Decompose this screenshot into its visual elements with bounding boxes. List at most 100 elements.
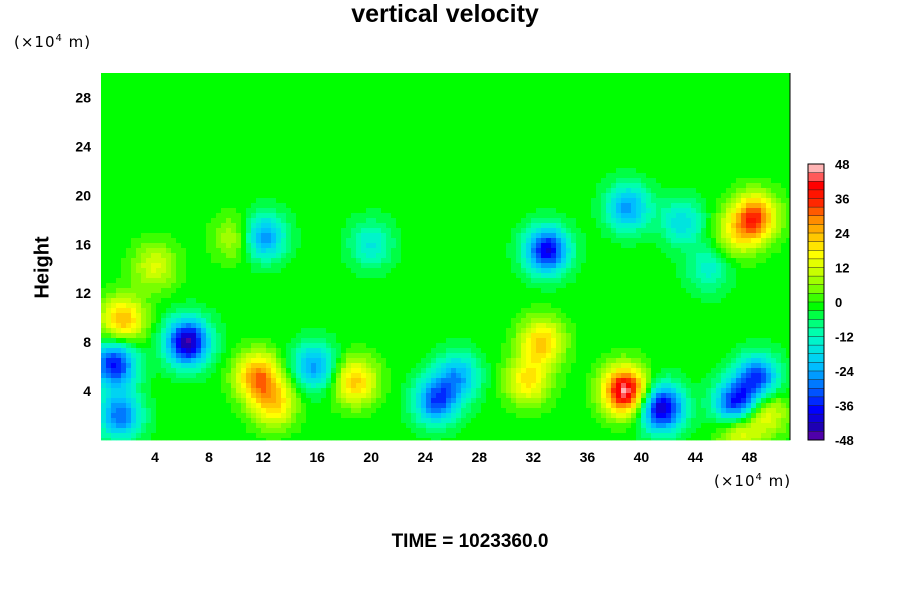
heatmap-cell	[111, 178, 117, 184]
heatmap-cell	[171, 128, 177, 134]
heatmap-cell	[721, 218, 727, 224]
heatmap-cell	[606, 238, 612, 244]
heatmap-cell	[281, 178, 287, 184]
heatmap-cell	[786, 78, 791, 84]
heatmap-cell	[546, 88, 552, 94]
heatmap-cell	[456, 228, 462, 234]
heatmap-cell	[491, 223, 497, 229]
heatmap-cell	[616, 73, 622, 79]
heatmap-cell	[476, 103, 482, 109]
heatmap-cell	[266, 123, 272, 129]
heatmap-cell	[206, 138, 212, 144]
heatmap-cell	[521, 153, 527, 159]
heatmap-cell	[371, 118, 377, 124]
heatmap-cell	[676, 228, 682, 234]
x-unit-label: (×104 m)	[714, 472, 792, 490]
heatmap-cell	[711, 213, 717, 219]
heatmap-cell	[476, 158, 482, 164]
heatmap-cell	[646, 188, 652, 194]
heatmap-cell	[226, 88, 232, 94]
heatmap-cell	[701, 103, 707, 109]
heatmap-cell	[256, 108, 262, 114]
heatmap-cell	[491, 118, 497, 124]
heatmap-cell	[186, 78, 192, 84]
heatmap-cell	[491, 88, 497, 94]
heatmap-cell	[446, 203, 452, 209]
heatmap-cell	[676, 233, 682, 239]
heatmap-cell	[106, 193, 112, 199]
heatmap-cell	[731, 213, 737, 219]
heatmap-cell	[596, 78, 602, 84]
heatmap-cell	[481, 158, 487, 164]
heatmap-cell	[161, 223, 167, 229]
heatmap-cell	[591, 103, 597, 109]
heatmap-cell	[406, 168, 412, 174]
heatmap-cell	[321, 158, 327, 164]
heatmap-cell	[696, 248, 702, 254]
heatmap-cell	[536, 103, 542, 109]
heatmap-cell	[371, 123, 377, 129]
heatmap-cell	[226, 208, 232, 214]
heatmap-cell	[546, 158, 552, 164]
heatmap-cell	[741, 118, 747, 124]
heatmap-cell	[736, 223, 742, 229]
heatmap-cell	[186, 203, 192, 209]
heatmap-cell	[376, 98, 382, 104]
heatmap-cell	[421, 163, 427, 169]
heatmap-cell	[431, 83, 437, 89]
heatmap-cell	[711, 188, 717, 194]
heatmap-cell	[231, 148, 237, 154]
heatmap-cell	[631, 98, 637, 104]
heatmap-cell	[636, 93, 642, 99]
heatmap-cell	[201, 123, 207, 129]
heatmap-cell	[611, 188, 617, 194]
heatmap-cell	[281, 153, 287, 159]
heatmap-cell	[496, 93, 502, 99]
heatmap-cell	[521, 73, 527, 79]
heatmap-cell	[556, 228, 562, 234]
heatmap-cell	[661, 73, 667, 79]
heatmap-cell	[641, 198, 647, 204]
heatmap-cell	[746, 148, 752, 154]
heatmap-cell	[556, 128, 562, 134]
heatmap-cell	[321, 203, 327, 209]
heatmap-cell	[566, 208, 572, 214]
heatmap-cell	[606, 153, 612, 159]
heatmap-cell	[546, 203, 552, 209]
heatmap-cell	[541, 83, 547, 89]
heatmap-cell	[586, 223, 592, 229]
heatmap-cell	[471, 153, 477, 159]
heatmap-cell	[456, 193, 462, 199]
heatmap-cell	[366, 188, 372, 194]
heatmap-cell	[396, 248, 402, 254]
heatmap-cell	[581, 223, 587, 229]
heatmap-cell	[546, 143, 552, 149]
heatmap-cell	[761, 73, 767, 79]
heatmap-cell	[576, 208, 582, 214]
heatmap-cell	[466, 103, 472, 109]
heatmap-cell	[701, 188, 707, 194]
heatmap-cell	[121, 163, 127, 169]
heatmap-cell	[781, 133, 787, 139]
heatmap-cell	[366, 73, 372, 79]
heatmap-cell	[246, 233, 252, 239]
heatmap-cell	[136, 168, 142, 174]
heatmap-cell	[491, 148, 497, 154]
heatmap-cell	[186, 123, 192, 129]
heatmap-cell	[281, 188, 287, 194]
heatmap-cell	[551, 213, 557, 219]
heatmap-cell	[631, 133, 637, 139]
heatmap-cell	[661, 148, 667, 154]
heatmap-cell	[416, 203, 422, 209]
heatmap-cell	[546, 208, 552, 214]
heatmap-cell	[286, 73, 292, 79]
heatmap-cell	[131, 178, 137, 184]
heatmap-cell	[611, 223, 617, 229]
heatmap-cell	[396, 203, 402, 209]
heatmap-cell	[476, 218, 482, 224]
heatmap-cell	[526, 133, 532, 139]
heatmap-cell	[341, 158, 347, 164]
heatmap-cell	[756, 203, 762, 209]
heatmap-cell	[516, 78, 522, 84]
heatmap-cell	[666, 93, 672, 99]
